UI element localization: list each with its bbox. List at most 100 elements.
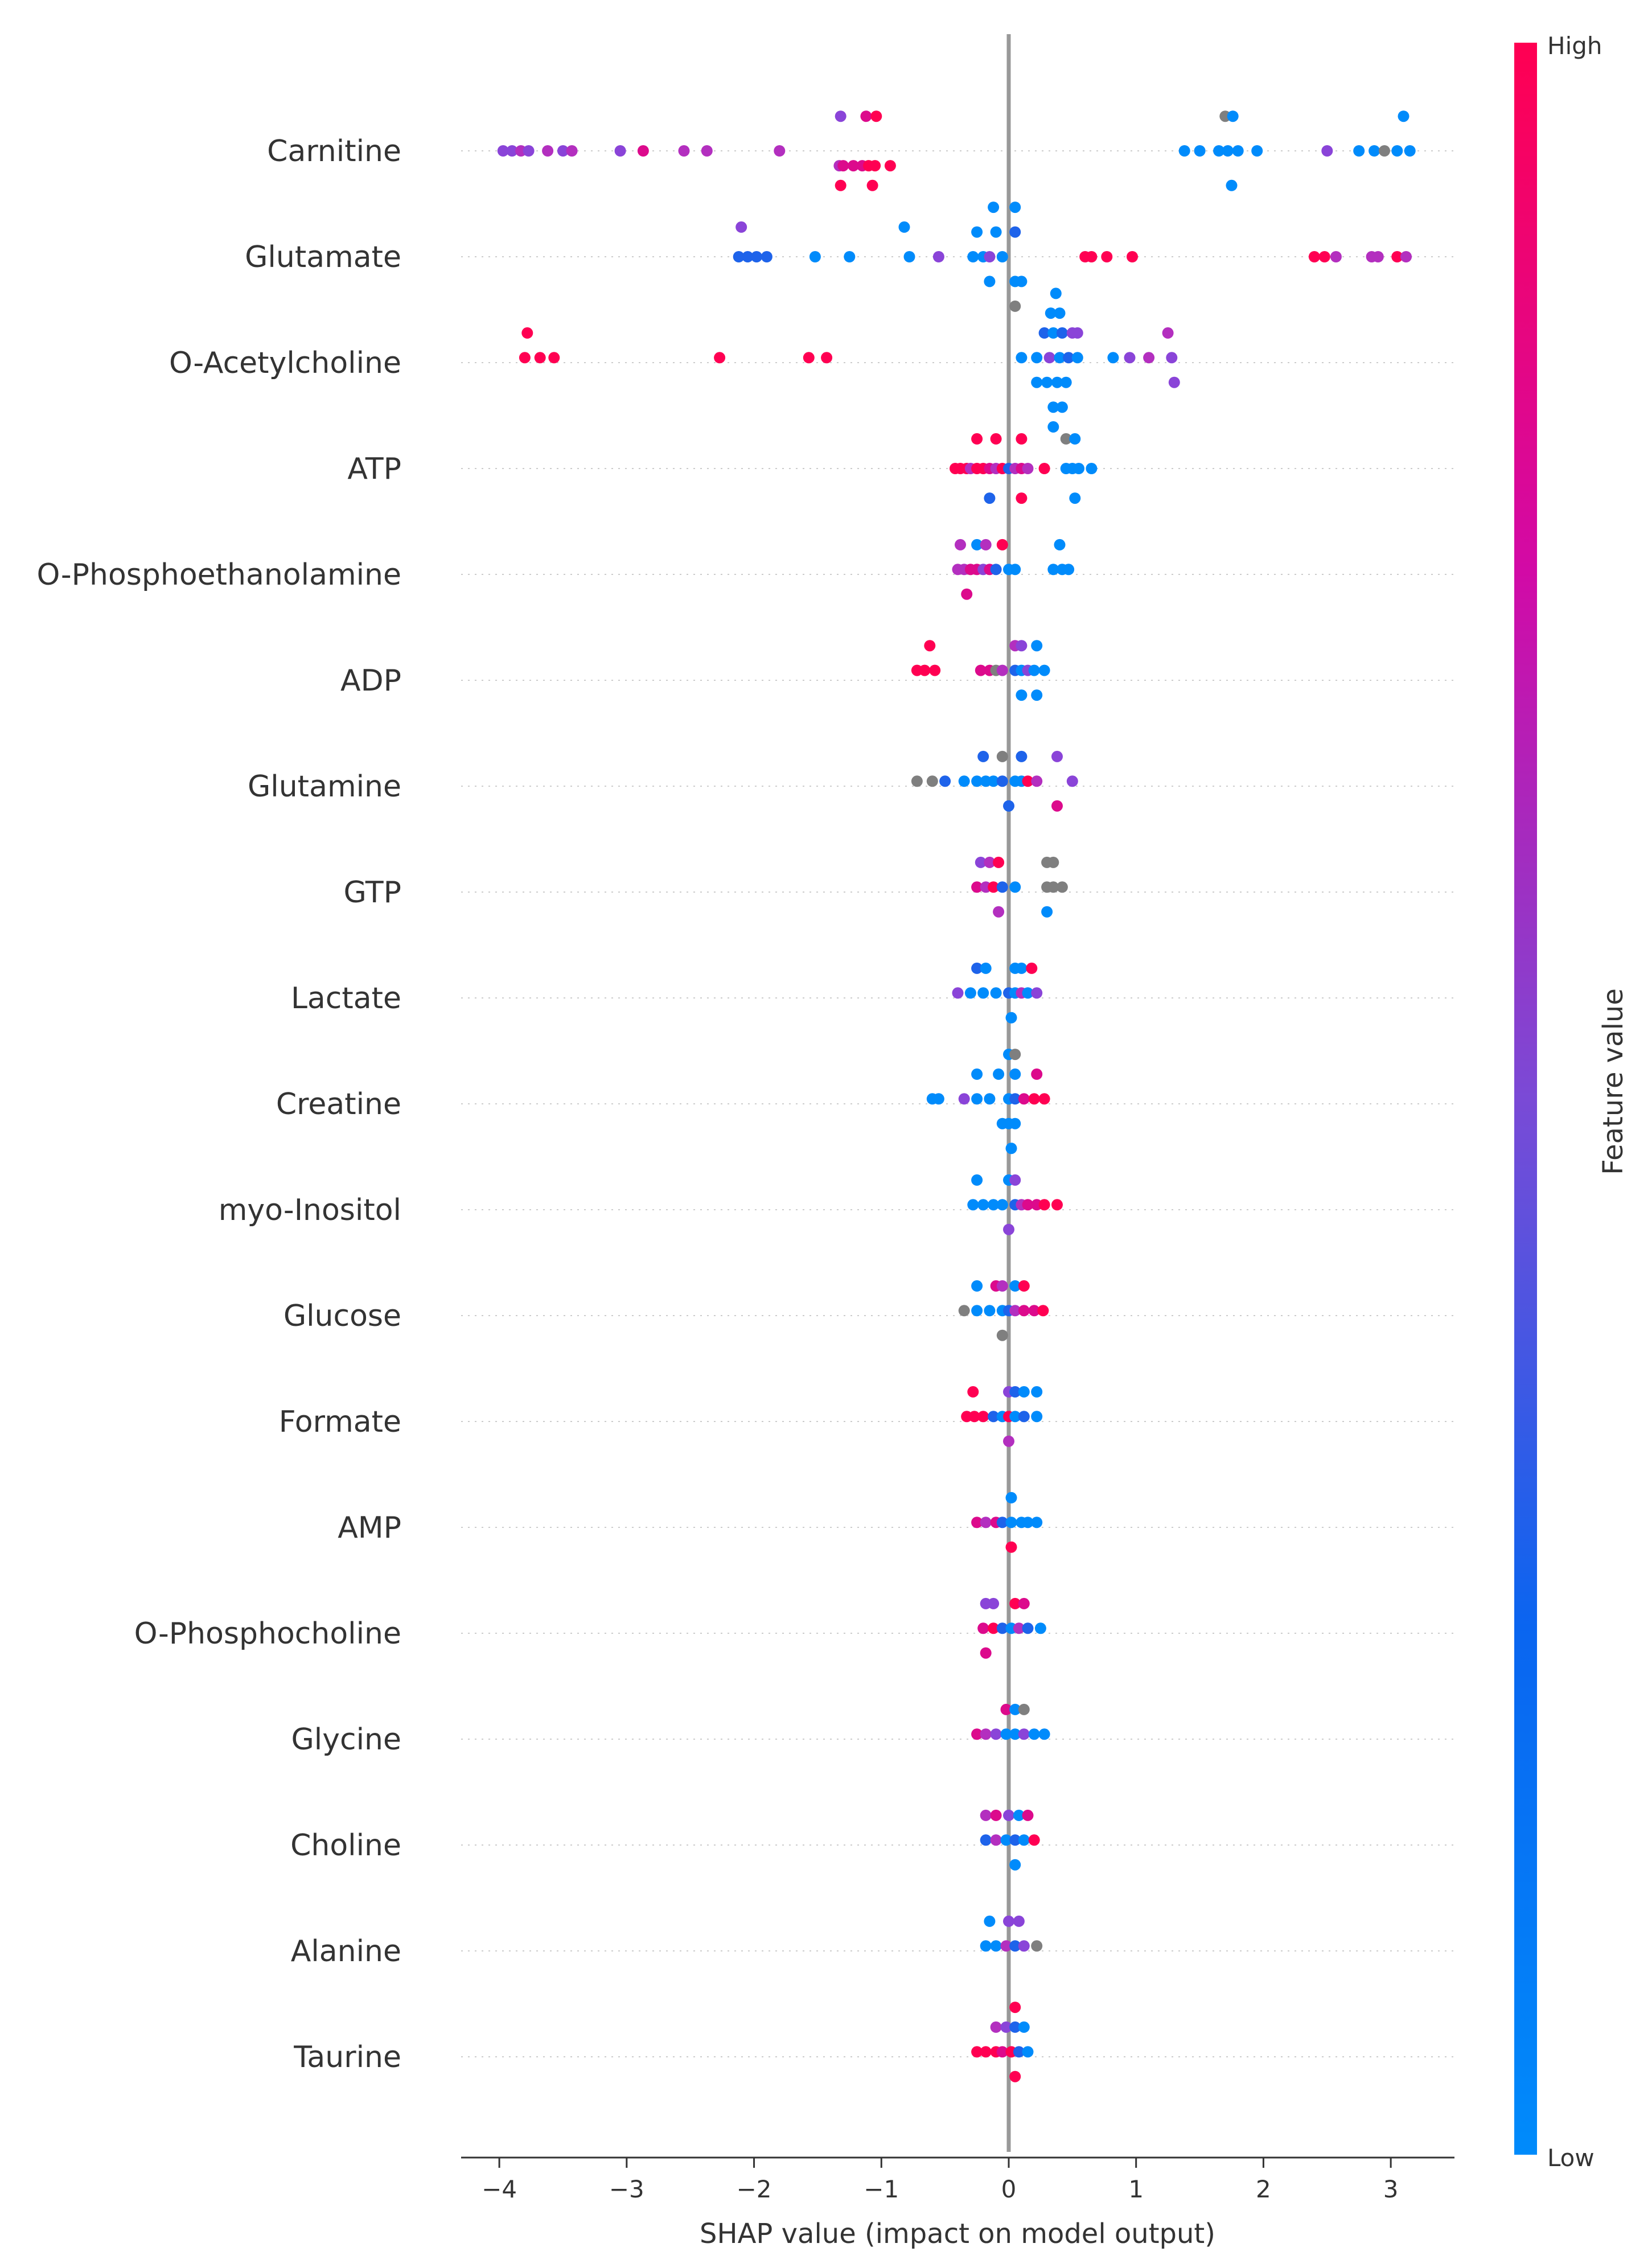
shap-point [1018, 1728, 1030, 1740]
shap-point [1194, 145, 1206, 157]
shap-point [1022, 1809, 1034, 1821]
shap-point [1391, 145, 1403, 157]
feature-label: Taurine [293, 2040, 401, 2074]
shap-point [1000, 2021, 1012, 2033]
shap-point [1028, 1305, 1040, 1317]
shap-point [1232, 145, 1244, 157]
shap-point [984, 1915, 996, 1927]
shap-point [1018, 1940, 1030, 1952]
colorbar-title: Feature value [1597, 988, 1629, 1175]
shap-point [1009, 1280, 1021, 1292]
feature-label: AMP [338, 1511, 401, 1545]
shap-point [519, 352, 531, 364]
x-tick-label: 0 [1001, 2175, 1017, 2203]
shap-point [1009, 1411, 1021, 1423]
shap-point [898, 221, 910, 233]
shap-point [1031, 1517, 1043, 1529]
shap-point [1043, 352, 1055, 364]
shap-point [1000, 1834, 1012, 1846]
feature-label: Alanine [291, 1934, 401, 1969]
shap-point [1038, 327, 1050, 339]
shap-point [1005, 1492, 1017, 1503]
shap-point [980, 1940, 992, 1952]
shap-point [1054, 539, 1066, 550]
shap-point [1009, 881, 1021, 893]
shap-point [1016, 962, 1028, 974]
feature-label: ADP [340, 664, 401, 698]
shap-point [967, 1199, 979, 1211]
shap-point [1318, 251, 1330, 262]
shap-point [1038, 1199, 1050, 1211]
shap-point [1009, 1068, 1021, 1080]
shap-point [1009, 2070, 1021, 2082]
shap-point [984, 276, 996, 287]
x-axis-title: SHAP value (impact on model output) [700, 2218, 1215, 2250]
shap-point [1009, 1703, 1021, 1715]
feature-label: Lactate [291, 981, 401, 1016]
feature-label: O-Acetylcholine [169, 346, 401, 380]
shap-point [1031, 1411, 1043, 1423]
x-tick-label: −2 [737, 2175, 772, 2203]
shap-point [637, 145, 649, 157]
shap-point [955, 539, 966, 550]
shap-point [990, 226, 1002, 238]
shap-point [996, 664, 1008, 676]
shap-point [968, 1411, 980, 1423]
shap-point [1069, 492, 1081, 504]
shap-point [866, 179, 878, 191]
shap-point [1009, 1117, 1021, 1129]
shap-point [980, 1728, 992, 1740]
shap-point [977, 1411, 989, 1423]
feature-label: O-Phosphocholine [134, 1617, 401, 1651]
shap-point [1222, 145, 1234, 157]
shap-point [774, 145, 786, 157]
shap-point [990, 1940, 1002, 1952]
shap-point [1060, 433, 1072, 445]
shap-point [1227, 110, 1239, 122]
shap-point [971, 539, 983, 550]
shap-point [984, 251, 996, 262]
shap-point [919, 664, 931, 676]
feature-label: Glutamine [248, 770, 401, 804]
shap-point [971, 1068, 983, 1080]
shap-point [1009, 1940, 1021, 1952]
shap-point [1028, 1728, 1040, 1740]
shap-point [1127, 251, 1138, 262]
shap-point [1054, 352, 1066, 364]
shap-point [967, 1386, 979, 1398]
shap-point [1038, 463, 1050, 474]
shap-point [980, 1517, 992, 1529]
shap-point [1016, 750, 1028, 762]
shap-point [1066, 775, 1078, 787]
shap-point [1000, 1703, 1012, 1715]
x-tick-label: 3 [1383, 2175, 1399, 2203]
shap-point [990, 1728, 1002, 1740]
shap-point [971, 226, 983, 238]
shap-point [1143, 352, 1155, 364]
shap-point [971, 1517, 983, 1529]
shap-point [733, 251, 745, 262]
feature-label: Glutamate [245, 240, 401, 274]
x-ticks: −4 −3 −2 −1 0 1 2 3 [482, 2158, 1399, 2203]
shap-point [971, 962, 983, 974]
shap-point [1009, 202, 1021, 213]
shap-point [971, 2046, 983, 2058]
shap-point [1005, 1143, 1017, 1154]
shap-point [1005, 1012, 1017, 1024]
shap-point [1038, 1728, 1050, 1740]
shap-point [1009, 1728, 1021, 1740]
shap-point [993, 856, 1005, 868]
shap-point [835, 179, 846, 191]
shap-point [860, 110, 872, 122]
shap-point [1016, 352, 1028, 364]
shap-point [1031, 689, 1043, 701]
shap-point [1013, 1915, 1025, 1927]
shap-point [1016, 433, 1028, 445]
shap-point [958, 775, 970, 787]
shap-point [1037, 1305, 1049, 1317]
shap-point [1400, 251, 1412, 262]
feature-label: Choline [290, 1829, 401, 1863]
shap-point [988, 775, 1000, 787]
shap-point [980, 539, 992, 550]
